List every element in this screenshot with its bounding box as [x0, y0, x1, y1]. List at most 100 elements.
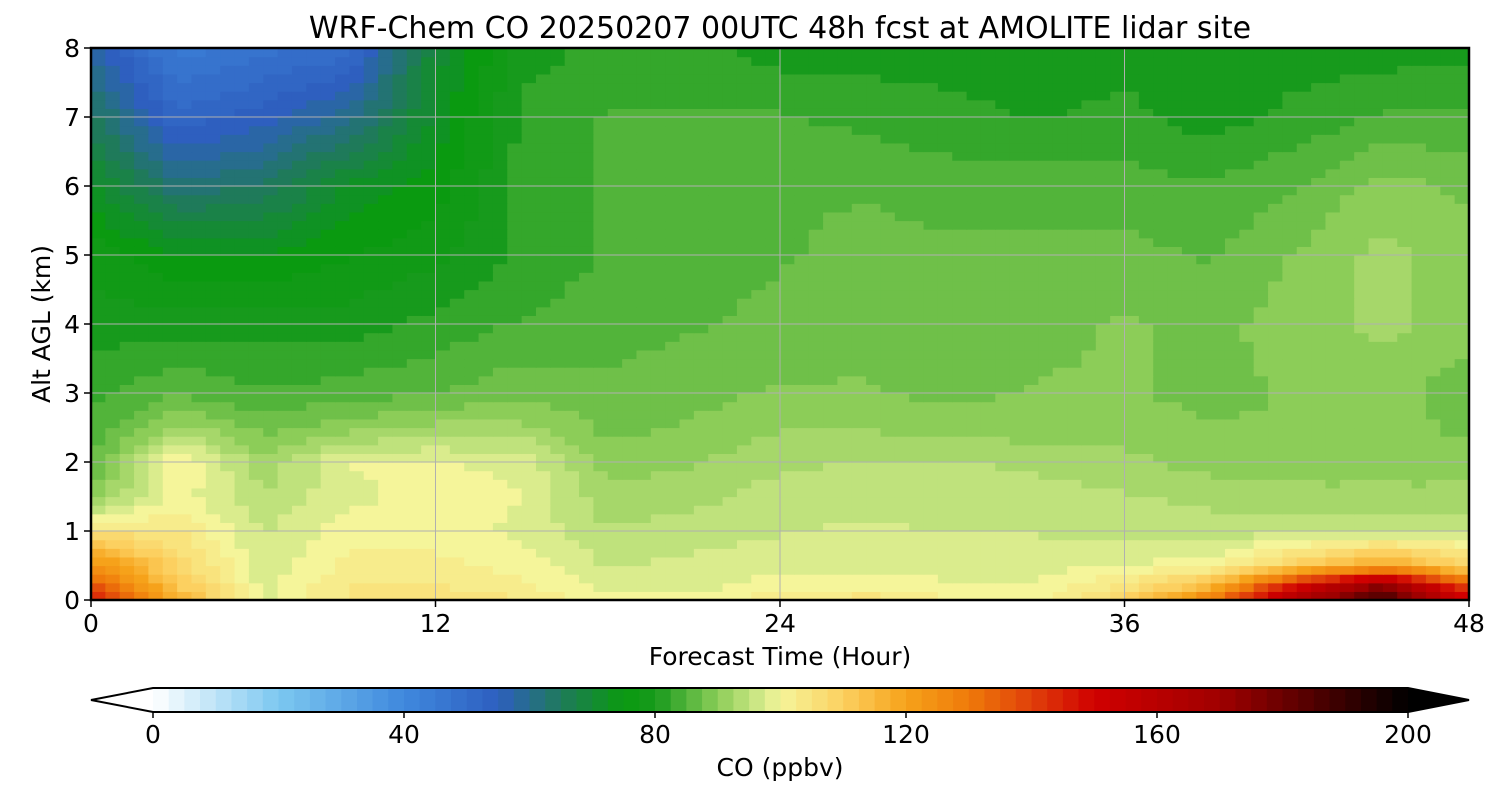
heatmap-cell	[464, 238, 479, 247]
heatmap-cell	[766, 290, 781, 299]
heatmap-cell	[163, 315, 178, 324]
heatmap-cell	[651, 350, 666, 359]
heatmap-cell	[1412, 177, 1427, 186]
heatmap-cell	[436, 540, 451, 549]
heatmap-cell	[292, 393, 307, 402]
heatmap-cell	[809, 548, 824, 557]
heatmap-cell	[1096, 186, 1111, 195]
heatmap-cell	[608, 255, 623, 264]
heatmap-cell	[708, 221, 723, 230]
heatmap-cell	[148, 453, 163, 462]
heatmap-cell	[952, 428, 967, 437]
heatmap-cell	[479, 505, 494, 514]
heatmap-cell	[837, 195, 852, 204]
heatmap-cell	[1239, 359, 1254, 368]
heatmap-cell	[737, 298, 752, 307]
heatmap-cell	[1369, 177, 1384, 186]
heatmap-cell	[1297, 574, 1312, 583]
heatmap-cell	[550, 255, 565, 264]
heatmap-cell	[292, 264, 307, 273]
heatmap-cell	[450, 350, 465, 359]
heatmap-cell	[550, 281, 565, 290]
heatmap-cell	[378, 221, 393, 230]
heatmap-cell	[1081, 436, 1096, 445]
heatmap-cell	[1125, 402, 1140, 411]
heatmap-cell	[579, 445, 594, 454]
heatmap-cell	[306, 410, 321, 419]
heatmap-cell	[1110, 522, 1125, 531]
heatmap-cell	[177, 471, 192, 480]
heatmap-cell	[177, 419, 192, 428]
heatmap-cell	[1067, 540, 1082, 549]
heatmap-cell	[1239, 186, 1254, 195]
heatmap-cell	[1211, 445, 1226, 454]
heatmap-cell	[1426, 384, 1441, 393]
heatmap-cell	[1081, 384, 1096, 393]
heatmap-cell	[1067, 566, 1082, 575]
heatmap-cell	[1168, 290, 1183, 299]
heatmap-cell	[191, 419, 206, 428]
heatmap-cell	[1325, 212, 1340, 221]
heatmap-cell	[450, 402, 465, 411]
heatmap-cell	[651, 453, 666, 462]
heatmap-cell	[91, 203, 106, 212]
heatmap-cell	[651, 290, 666, 299]
heatmap-cell	[1053, 195, 1068, 204]
heatmap-cell	[837, 221, 852, 230]
heatmap-cell	[1383, 505, 1398, 514]
heatmap-cell	[1426, 298, 1441, 307]
heatmap-cell	[622, 246, 637, 255]
heatmap-cell	[1153, 462, 1168, 471]
heatmap-cell	[1053, 307, 1068, 316]
heatmap-cell	[206, 212, 221, 221]
heatmap-cell	[837, 290, 852, 299]
heatmap-cell	[1297, 376, 1312, 385]
heatmap-cell	[608, 212, 623, 221]
heatmap-cell	[421, 350, 436, 359]
heatmap-cell	[1311, 315, 1326, 324]
heatmap-cell	[766, 212, 781, 221]
heatmap-cell	[694, 307, 709, 316]
heatmap-cell	[694, 445, 709, 454]
heatmap-cell	[1010, 393, 1025, 402]
heatmap-cell	[852, 212, 867, 221]
heatmap-cell	[249, 160, 264, 169]
heatmap-cell	[105, 359, 120, 368]
heatmap-cell	[349, 307, 364, 316]
heatmap-cell	[924, 169, 939, 178]
heatmap-cell	[1440, 212, 1455, 221]
heatmap-cell	[1412, 497, 1427, 506]
heatmap-cell	[1211, 272, 1226, 281]
heatmap-cell	[1182, 212, 1197, 221]
heatmap-cell	[837, 402, 852, 411]
heatmap-cell	[766, 522, 781, 531]
heatmap-cell	[1455, 186, 1470, 195]
heatmap-cell	[364, 238, 379, 247]
heatmap-cell	[895, 367, 910, 376]
heatmap-cell	[191, 238, 206, 247]
heatmap-cell	[1139, 177, 1154, 186]
heatmap-cell	[1225, 505, 1240, 514]
heatmap-cell	[1369, 169, 1384, 178]
heatmap-cell	[364, 272, 379, 281]
heatmap-cell	[809, 393, 824, 402]
heatmap-cell	[1053, 264, 1068, 273]
heatmap-cell	[421, 333, 436, 342]
heatmap-cell	[278, 350, 293, 359]
heatmap-cell	[1325, 497, 1340, 506]
heatmap-cell	[1168, 376, 1183, 385]
heatmap-cell	[364, 160, 379, 169]
heatmap-cell	[1067, 290, 1082, 299]
heatmap-cell	[1311, 540, 1326, 549]
heatmap-cell	[392, 479, 407, 488]
heatmap-cell	[148, 445, 163, 454]
heatmap-cell	[737, 264, 752, 273]
heatmap-cell	[1096, 376, 1111, 385]
heatmap-cell	[1038, 445, 1053, 454]
heatmap-cell	[120, 514, 135, 523]
heatmap-cell	[349, 428, 364, 437]
heatmap-cell	[866, 376, 881, 385]
heatmap-cell	[464, 376, 479, 385]
heatmap-cell	[866, 212, 881, 221]
heatmap-cell	[751, 246, 766, 255]
